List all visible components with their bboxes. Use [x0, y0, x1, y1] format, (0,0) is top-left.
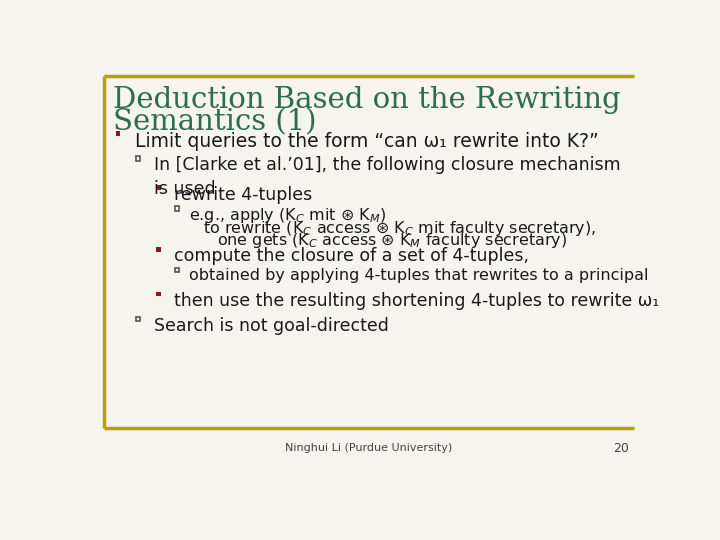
Text: Limit queries to the form “can ω₁ rewrite into K?”: Limit queries to the form “can ω₁ rewrit…: [135, 132, 598, 151]
Text: rewrite 4-tuples: rewrite 4-tuples: [174, 186, 312, 204]
Text: to rewrite (K$_C$ access $\circledast$ K$_C$ mit faculty secretary),: to rewrite (K$_C$ access $\circledast$ K…: [203, 219, 596, 238]
Text: Ninghui Li (Purdue University): Ninghui Li (Purdue University): [285, 443, 453, 453]
Text: obtained by applying 4-tuples that rewrites to a principal: obtained by applying 4-tuples that rewri…: [189, 268, 649, 283]
Text: 20: 20: [613, 442, 629, 455]
Bar: [156, 247, 161, 252]
Bar: [175, 206, 179, 211]
Text: one gets (K$_C$ access $\circledast$ K$_M$ faculty secretary): one gets (K$_C$ access $\circledast$ K$_…: [217, 231, 567, 250]
Bar: [116, 131, 120, 136]
Bar: [136, 157, 140, 161]
Text: In [Clarke et al.’01], the following closure mechanism
is used: In [Clarke et al.’01], the following clo…: [153, 157, 620, 198]
Text: then use the resulting shortening 4-tuples to rewrite ω₁: then use the resulting shortening 4-tupl…: [174, 292, 659, 310]
Text: Semantics (1): Semantics (1): [113, 109, 317, 137]
Text: Search is not goal-directed: Search is not goal-directed: [153, 316, 388, 335]
Bar: [156, 185, 161, 190]
Bar: [175, 268, 179, 272]
Text: e.g., apply (K$_C$ mit $\circledast$ K$_M$): e.g., apply (K$_C$ mit $\circledast$ K$_…: [189, 206, 387, 226]
Bar: [136, 316, 140, 321]
Text: Deduction Based on the Rewriting: Deduction Based on the Rewriting: [113, 85, 621, 113]
Text: compute the closure of a set of 4-tuples,: compute the closure of a set of 4-tuples…: [174, 247, 528, 265]
Bar: [156, 292, 161, 296]
